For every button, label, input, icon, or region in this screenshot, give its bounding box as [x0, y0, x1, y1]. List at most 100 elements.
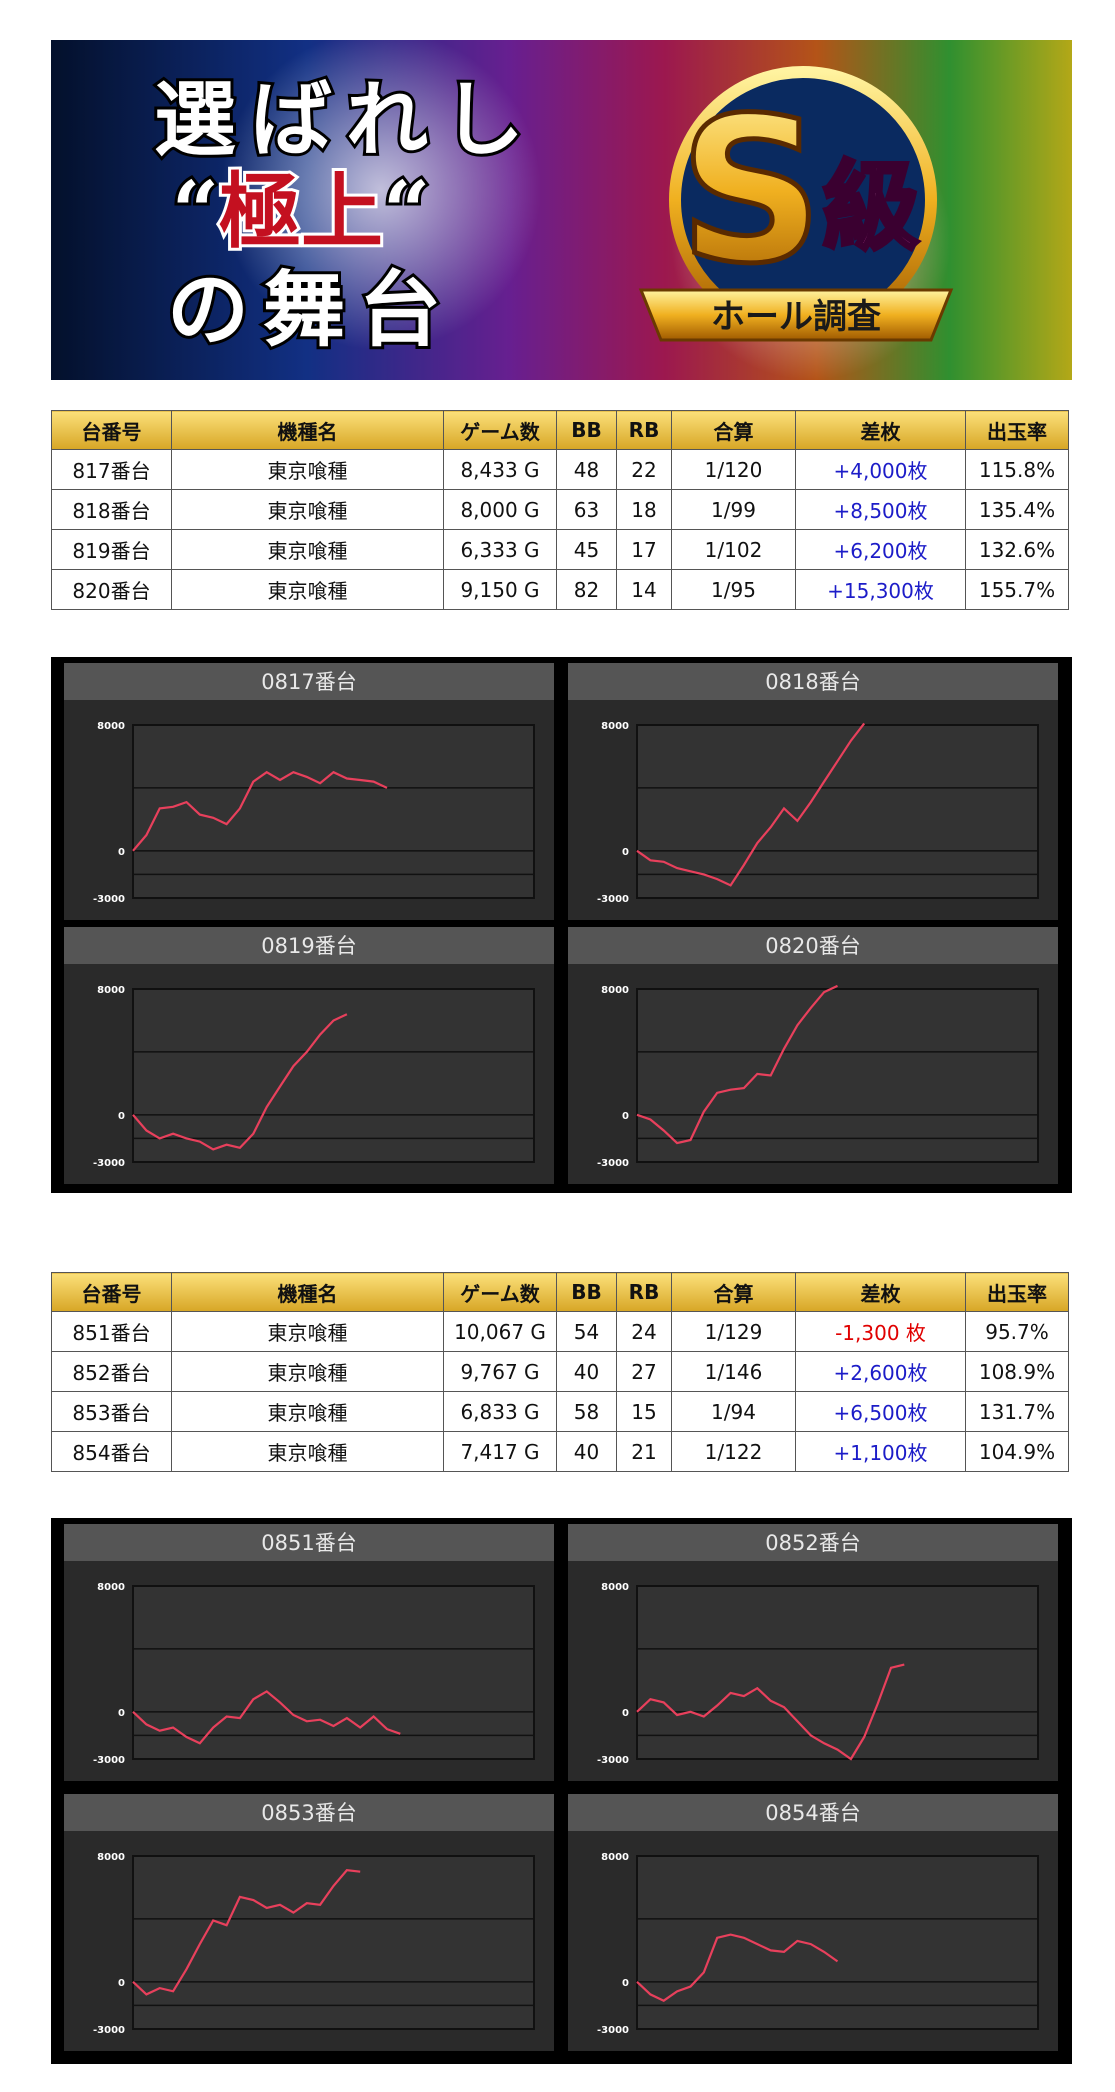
table-cell: 115.8% [965, 449, 1069, 490]
table-cell: 6,833 G [443, 1391, 557, 1432]
table-cell: 東京喰種 [171, 1351, 444, 1392]
chart-title: 0854番台 [765, 1801, 860, 1825]
table-cell: 15 [616, 1391, 672, 1432]
y-tick-label: 0 [118, 1978, 125, 1989]
table-cell: 131.7% [965, 1391, 1069, 1432]
table-cell: 135.4% [965, 489, 1069, 530]
table-cell: 1/146 [671, 1351, 796, 1392]
header-cell: BB [556, 410, 617, 450]
plot-area [636, 988, 1039, 1163]
table-cell: 21 [616, 1431, 672, 1472]
table-cell: +15,300枚 [795, 569, 966, 610]
data-line [132, 1013, 348, 1151]
table-cell: 東京喰種 [171, 569, 444, 610]
header-cell: 合算 [671, 1272, 796, 1312]
plot-area [132, 724, 535, 899]
table-cell: 東京喰種 [171, 489, 444, 530]
chart-title: 0817番台 [261, 670, 356, 694]
y-tick-label: -3000 [93, 2025, 125, 2036]
header-cell: 機種名 [171, 1272, 444, 1312]
chart: 0853番台 8000 0 -3000 [64, 1794, 554, 2051]
table-cell: 1/122 [671, 1431, 796, 1472]
table-cell: 9,150 G [443, 569, 557, 610]
header-cell: 合算 [671, 410, 796, 450]
chart-title-bar [568, 1794, 1058, 1831]
header-cell: 出玉率 [965, 1272, 1069, 1312]
header-cell: 出玉率 [965, 410, 1069, 450]
table-cell: 東京喰種 [171, 1311, 444, 1352]
table-cell: 818番台 [51, 489, 172, 530]
y-tick-label: -3000 [597, 894, 629, 905]
glow [221, 40, 541, 350]
chart-title-bar [64, 1794, 554, 1831]
chart-title: 0820番台 [765, 934, 860, 958]
y-tick-label: 0 [622, 1978, 629, 1989]
chart: 0820番台 8000 0 -3000 [568, 927, 1058, 1184]
banner-line1: 選ばれし [154, 72, 538, 168]
plot-area [132, 1585, 535, 1760]
table-cell: 27 [616, 1351, 672, 1392]
table-row: 851番台 東京喰種 10,067 G 54 24 1/129 -1,300 枚 95.7% [51, 1311, 1069, 1352]
y-tick-label: 0 [118, 1708, 125, 1719]
chart-title-bar [568, 1524, 1058, 1561]
table-cell: 東京喰種 [171, 1431, 444, 1472]
y-tick-label: 0 [622, 847, 629, 858]
chart-title-bar [64, 927, 554, 964]
table-row: 852番台 東京喰種 9,767 G 40 27 1/146 +2,600枚 108.9% [51, 1351, 1069, 1392]
header-cell: BB [556, 1272, 617, 1312]
chart-title: 0852番台 [765, 1531, 860, 1555]
table-row: 820番台 東京喰種 9,150 G 82 14 1/95 +15,300枚 155.7% [51, 569, 1069, 610]
table-cell: 45 [556, 529, 617, 570]
table-cell: +6,200枚 [795, 529, 966, 570]
y-tick-label: 0 [118, 847, 125, 858]
header-cell: 差枚 [795, 410, 966, 450]
chart-title-bar [568, 927, 1058, 964]
table-cell: 851番台 [51, 1311, 172, 1352]
y-tick-label: 0 [118, 1111, 125, 1122]
chart-title: 0819番台 [261, 934, 356, 958]
y-tick-label: 8000 [97, 985, 125, 996]
quote: “ [172, 164, 219, 260]
table-cell: +1,100枚 [795, 1431, 966, 1472]
table-cell: 817番台 [51, 449, 172, 490]
y-tick-label: 8000 [97, 721, 125, 732]
table-cell: 63 [556, 489, 617, 530]
table-cell: 24 [616, 1311, 672, 1352]
table-cell: 東京喰種 [171, 1391, 444, 1432]
header-cell: RB [616, 410, 672, 450]
header-cell: ゲーム数 [443, 410, 557, 450]
data-table: 台番号 機種名 ゲーム数 BB RB 合算 差枚 出玉率 817番台 東京喰種 8,433 G 48 2… [51, 410, 1069, 610]
header-cell: 台番号 [51, 410, 172, 450]
data-line [636, 984, 838, 1145]
table-cell: 852番台 [51, 1351, 172, 1392]
table-cell: +4,000枚 [795, 449, 966, 490]
data-line [132, 1869, 361, 1996]
y-tick-label: -3000 [93, 1755, 125, 1766]
data-line [132, 1690, 401, 1745]
chart: 0854番台 8000 0 -3000 [568, 1794, 1058, 2051]
plot-area [636, 1855, 1039, 2030]
table-cell: -1,300 枚 [795, 1311, 966, 1352]
y-tick-label: 8000 [601, 985, 629, 996]
banner: 選ばれし “極上“ の舞台 S 級 ホール調査 [51, 40, 1072, 380]
table-cell: 18 [616, 489, 672, 530]
table-cell: 155.7% [965, 569, 1069, 610]
table-cell: +6,500枚 [795, 1391, 966, 1432]
table-cell: 819番台 [51, 529, 172, 570]
chart-title-bar [64, 1524, 554, 1561]
table-cell: 8,000 G [443, 489, 557, 530]
table-cell: 54 [556, 1311, 617, 1352]
table-cell: 14 [616, 569, 672, 610]
table-cell: 853番台 [51, 1391, 172, 1432]
y-tick-label: 8000 [601, 1582, 629, 1593]
y-tick-label: -3000 [597, 1158, 629, 1169]
banner-line2: “極上“ [172, 164, 430, 260]
y-tick-label: 0 [622, 1111, 629, 1122]
table-cell: 1/129 [671, 1311, 796, 1352]
table-cell: 48 [556, 449, 617, 490]
table-row: 854番台 東京喰種 7,417 G 40 21 1/122 +1,100枚 104.9% [51, 1431, 1069, 1472]
table-cell: 東京喰種 [171, 449, 444, 490]
header-row: 台番号 機種名 ゲーム数 BB RB 合算 差枚 出玉率 [51, 410, 1069, 450]
table-cell: 7,417 G [443, 1431, 557, 1472]
